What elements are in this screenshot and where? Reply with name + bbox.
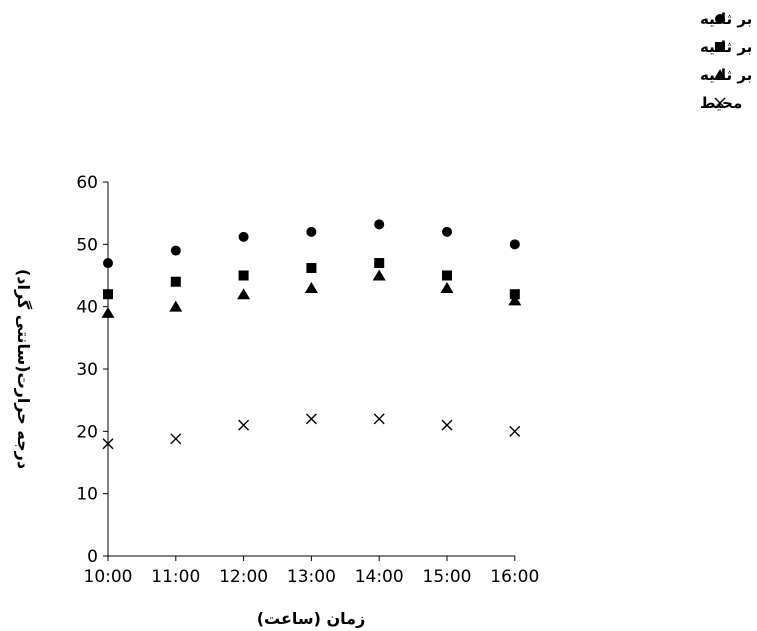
y-tick-label: 10 — [76, 485, 98, 505]
x-axis-title: زمان (ساعت) — [257, 609, 366, 628]
data-point-circle — [238, 231, 249, 242]
data-point-circle — [103, 258, 113, 269]
legend-label: دبی هوای 0.085 مترمکعب بر ثانیه — [700, 10, 757, 28]
data-point-triangle — [304, 281, 318, 293]
y-ticks: 0 10 20 30 40 50 60 — [76, 173, 108, 567]
x-tick-label: 12:00 — [219, 567, 268, 587]
legend-item: محیط — [700, 94, 742, 112]
y-tick-label: 50 — [76, 235, 98, 255]
data-point-square — [170, 276, 181, 287]
y-tick-label: 0 — [87, 547, 98, 567]
data-point-cross — [509, 425, 521, 437]
data-point-triangle — [169, 300, 183, 312]
data-point-square — [306, 263, 317, 274]
data-point-circle — [442, 226, 452, 237]
data-point-circle — [374, 219, 385, 230]
data-point-triangle — [508, 294, 522, 306]
legend-marker-circle — [715, 14, 725, 24]
data-point-square — [238, 270, 249, 281]
legend-item: دبی هوای 0.085 مترمکعب بر ثانیه — [700, 10, 757, 28]
data-point-triangle — [101, 306, 115, 318]
x-tick-label: 11:00 — [151, 567, 200, 587]
y-tick-label: 30 — [76, 360, 98, 380]
y-tick-label: 20 — [76, 422, 98, 442]
data-points — [101, 219, 522, 450]
data-point-circle — [170, 245, 181, 256]
data-point-cross — [441, 419, 453, 431]
data-point-cross — [170, 433, 182, 445]
data-point-triangle — [372, 269, 386, 281]
data-point-triangle — [440, 281, 454, 293]
x-tick-label: 15:00 — [423, 567, 472, 587]
data-point-square — [103, 289, 113, 300]
legend-item: دبی هوای 0.171 مترمکعب بر ثانیه — [700, 66, 757, 84]
legend-marker-triangle — [713, 69, 727, 80]
data-point-circle — [509, 239, 520, 250]
data-point-cross — [305, 413, 317, 425]
legend-item: دبی هوای 0.126 مترمکعب بر ثانیه — [700, 38, 757, 56]
data-point-cross — [238, 419, 250, 431]
data-point-square — [374, 258, 385, 269]
x-tick-label: 16:00 — [490, 567, 539, 587]
data-point-square — [442, 270, 452, 281]
legend-marker-cross — [714, 97, 726, 109]
legend: دبی هوای 0.085 مترمکعب بر ثانیه دبی هوای … — [700, 10, 757, 112]
data-point-square — [509, 289, 520, 300]
x-tick-label: 14:00 — [355, 567, 404, 587]
data-point-circle — [306, 226, 317, 237]
data-point-cross — [373, 413, 385, 425]
chart-axes — [107, 182, 515, 557]
x-tick-label: 13:00 — [287, 567, 336, 587]
data-point-cross — [102, 438, 114, 450]
y-tick-label: 40 — [76, 298, 98, 318]
legend-label: محیط — [700, 94, 742, 112]
x-ticks: 10:00 11:00 12:00 13:00 14:00 15:00 16:00 — [84, 556, 539, 587]
data-point-triangle — [237, 288, 251, 300]
legend-label: دبی هوای 0.126 مترمکعب بر ثانیه — [700, 38, 757, 56]
y-tick-label: 60 — [76, 173, 98, 193]
legend-marker-square — [715, 42, 725, 52]
y-axis-title: درجه حرارت(سانتی گراد) — [14, 269, 33, 469]
x-tick-label: 10:00 — [84, 567, 133, 587]
legend-label: دبی هوای 0.171 مترمکعب بر ثانیه — [700, 66, 757, 84]
